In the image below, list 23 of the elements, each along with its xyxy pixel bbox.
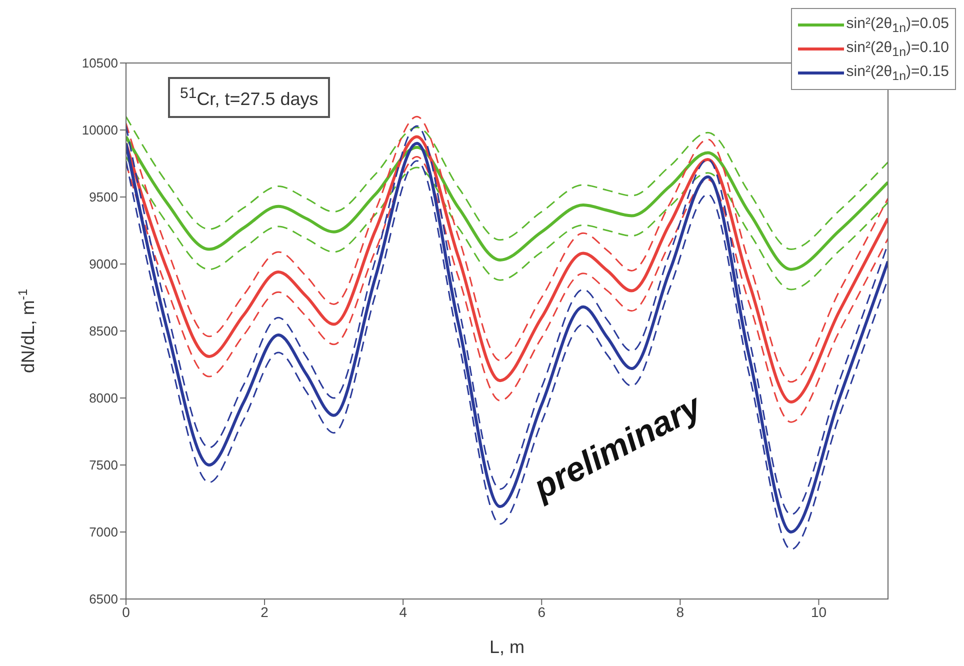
y-tick-label: 7000 (89, 524, 118, 540)
x-tick-label: 6 (538, 604, 546, 620)
y-tick-label: 9000 (89, 256, 118, 272)
x-tick-label: 4 (399, 604, 408, 620)
y-tick-label: 10500 (82, 56, 118, 71)
y-tick-label: 10000 (82, 122, 118, 138)
x-axis-title: L, m (489, 637, 525, 657)
y-tick-label: 8500 (89, 324, 118, 339)
annotation: $^{51}$Cr, t=27.5 days (180, 85, 318, 109)
y-tick-label: 7500 (89, 458, 118, 473)
x-tick-label: 2 (260, 604, 269, 620)
legend-label: sin²(2θ$_{1n}$)=0.10 (846, 39, 949, 59)
y-tick-label: 9500 (89, 190, 118, 205)
legend-label: sin²(2θ$_{1n}$)=0.15 (846, 63, 949, 83)
x-tick-label: 8 (676, 604, 684, 620)
legend-label: sin²(2θ$_{1n}$)=0.05 (846, 15, 949, 35)
line-series (126, 116, 888, 250)
line-series (126, 135, 888, 271)
x-tick-label: 0 (122, 604, 130, 620)
y-tick-label: 6500 (89, 592, 118, 607)
x-tick-label: 10 (810, 604, 827, 620)
y-tick-label: 8000 (89, 390, 118, 406)
line-series (126, 156, 888, 290)
